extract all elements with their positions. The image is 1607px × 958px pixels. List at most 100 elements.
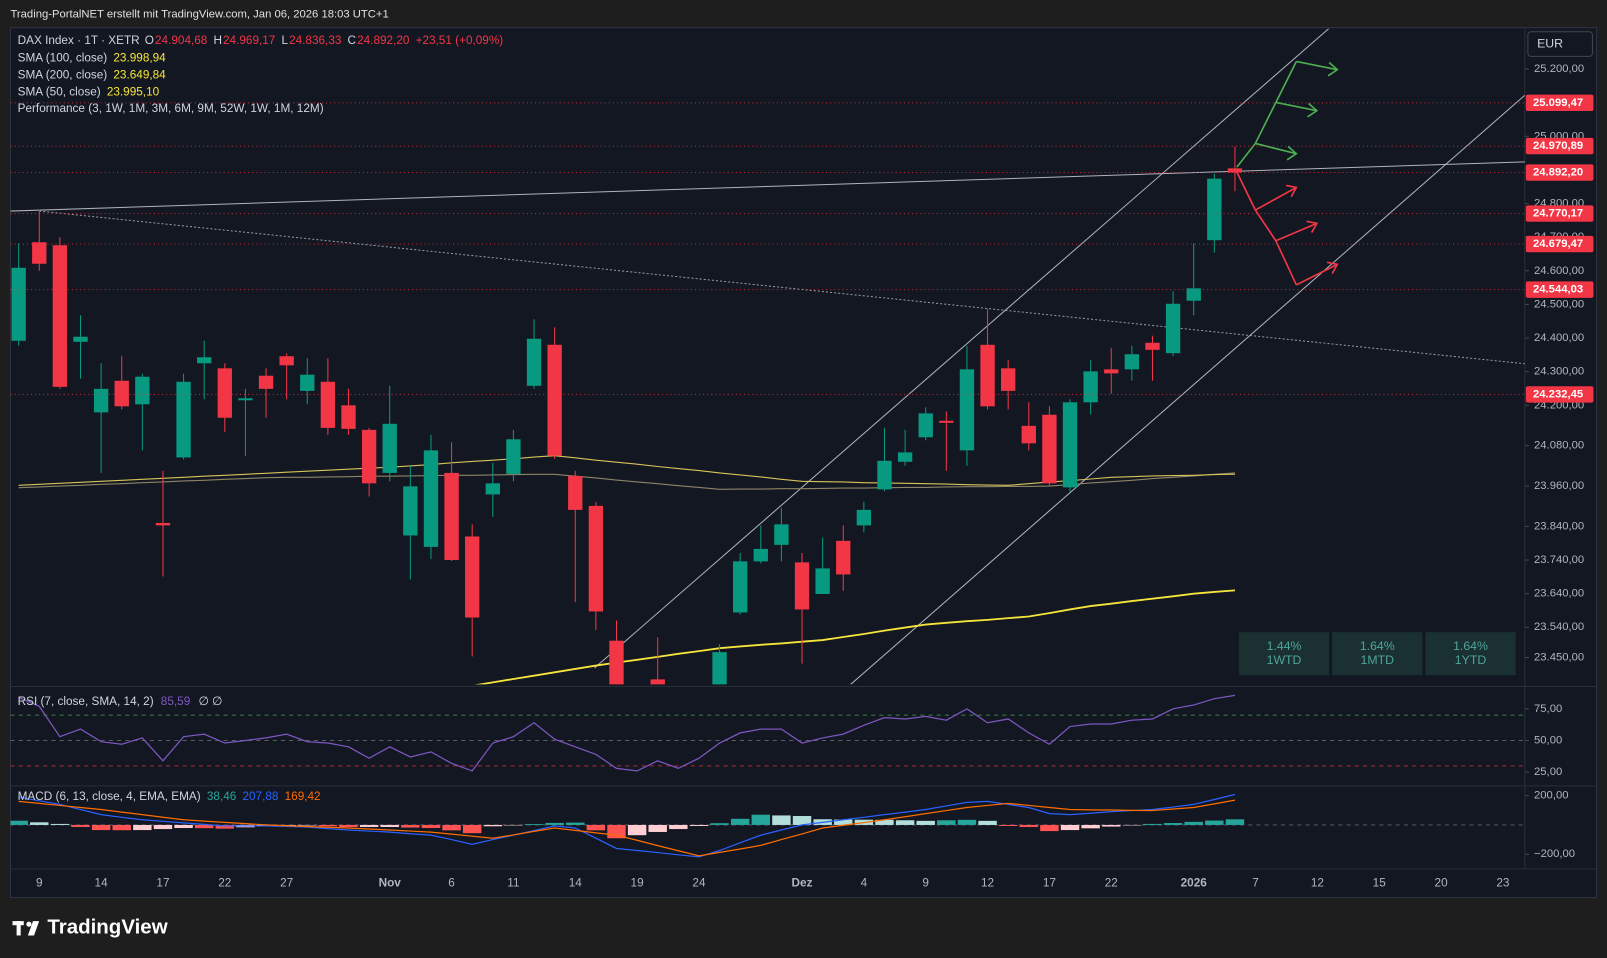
histogram-bar bbox=[875, 819, 894, 825]
sma-line bbox=[18, 472, 1235, 490]
arrow-head bbox=[1326, 261, 1339, 274]
candle-body bbox=[877, 460, 892, 490]
arrow-head bbox=[1306, 220, 1319, 233]
histogram-bar bbox=[50, 823, 70, 825]
level-badge bbox=[1525, 235, 1594, 253]
candle-body bbox=[444, 472, 459, 561]
candle-body bbox=[361, 429, 377, 484]
arrow bbox=[1296, 60, 1338, 71]
arrow bbox=[1275, 101, 1317, 112]
histogram-bar bbox=[133, 824, 152, 831]
x-tick-label: Dez bbox=[792, 876, 813, 889]
rsi-line bbox=[18, 694, 1236, 772]
x-tick-label: 19 bbox=[631, 876, 644, 889]
macd-value: 207,88 bbox=[242, 790, 278, 803]
overlay-value: 23.995,10 bbox=[107, 85, 160, 98]
histogram-bar bbox=[10, 820, 28, 825]
legend-key: H bbox=[213, 34, 222, 47]
histogram-value: 38,46 bbox=[207, 790, 237, 803]
candle-body bbox=[176, 381, 191, 458]
histogram-bar bbox=[1225, 819, 1245, 825]
x-tick-label: 9 bbox=[922, 876, 929, 889]
currency-button[interactable] bbox=[1527, 31, 1593, 57]
histogram-bar bbox=[1040, 824, 1059, 832]
histogram-bar bbox=[194, 824, 214, 829]
axes: 25.200,0025.000,0024.800,0024.700,0024.6… bbox=[18, 34, 1594, 889]
histogram-bar bbox=[689, 824, 709, 826]
histogram-bar bbox=[1163, 823, 1183, 825]
level-badge bbox=[1525, 386, 1594, 403]
logo-part bbox=[27, 921, 40, 936]
x-tick-label: 24 bbox=[692, 876, 706, 889]
candle-body bbox=[341, 405, 356, 429]
histogram-bar bbox=[91, 824, 111, 831]
y-tick-label: 24.300,00 bbox=[1534, 366, 1584, 378]
histogram-bar bbox=[1184, 821, 1203, 825]
level-label: 24.770,17 bbox=[1533, 208, 1583, 220]
candle-body bbox=[733, 561, 748, 613]
histogram-bar bbox=[318, 824, 338, 827]
rsi-extra: ∅ ∅ bbox=[198, 695, 222, 708]
candle-body bbox=[465, 536, 480, 618]
performance-cell bbox=[1238, 632, 1330, 676]
candle-body bbox=[135, 376, 150, 405]
level-label: 25.099,47 bbox=[1533, 97, 1583, 109]
histogram-bar bbox=[937, 820, 956, 825]
x-tick-label: 17 bbox=[1043, 876, 1056, 889]
currency-label[interactable]: EUR bbox=[1537, 36, 1563, 50]
histogram-bar bbox=[380, 824, 399, 827]
candle-body bbox=[155, 523, 171, 526]
candle-body bbox=[1001, 368, 1016, 391]
histogram-bar bbox=[1019, 824, 1039, 827]
histogram-bar bbox=[504, 824, 523, 826]
level-badge bbox=[1525, 164, 1594, 181]
level-label: 24.679,47 bbox=[1533, 238, 1583, 250]
performance-label: 1WTD bbox=[1267, 653, 1302, 667]
candle-body bbox=[836, 540, 851, 575]
arrow bbox=[1254, 186, 1297, 211]
legend-change: +23,51 (+0,09%) bbox=[416, 34, 504, 47]
x-tick-label: 9 bbox=[36, 876, 43, 889]
y-tick-label: 23.640,00 bbox=[1534, 588, 1584, 600]
histogram-bar bbox=[112, 824, 131, 831]
candle-body bbox=[300, 374, 315, 391]
legend-key: O bbox=[145, 34, 154, 47]
level-badge bbox=[1525, 94, 1594, 112]
histogram-bar bbox=[462, 824, 482, 834]
y-tick-label: 75,00 bbox=[1534, 703, 1562, 715]
histogram-bar bbox=[978, 820, 997, 825]
candle-body bbox=[939, 420, 954, 423]
candle-body bbox=[485, 483, 500, 495]
candle-body bbox=[547, 344, 562, 456]
histogram-bar bbox=[1205, 820, 1224, 825]
histogram-bar bbox=[957, 819, 977, 825]
footer-logo bbox=[12, 921, 40, 936]
trend-line bbox=[39, 210, 1525, 365]
candle-body bbox=[588, 505, 604, 612]
arrow bbox=[1236, 61, 1298, 168]
candle-body bbox=[526, 338, 542, 386]
legend-value: 24.904,68 bbox=[155, 34, 208, 47]
candle-body bbox=[1165, 303, 1181, 354]
candle-body bbox=[1207, 178, 1222, 241]
x-tick-label: Nov bbox=[379, 876, 402, 889]
histogram-bar bbox=[174, 824, 193, 829]
x-tick-label: 11 bbox=[507, 876, 519, 889]
candle-body bbox=[258, 375, 274, 389]
histogram-bar bbox=[916, 820, 935, 825]
histogram-bar bbox=[1060, 824, 1080, 831]
level-badge bbox=[1525, 281, 1594, 298]
arrow bbox=[1295, 263, 1338, 286]
sma-line bbox=[474, 589, 1236, 685]
y-tick-label: 24.400,00 bbox=[1534, 332, 1584, 344]
y-tick-label: 24.600,00 bbox=[1534, 265, 1584, 277]
histogram-bar bbox=[710, 823, 729, 825]
level-label: 24.544,03 bbox=[1533, 284, 1583, 296]
histogram-bar bbox=[1102, 824, 1121, 827]
histogram-bar bbox=[1122, 824, 1142, 826]
y-tick-label: 23.450,00 bbox=[1534, 652, 1584, 664]
bear-scenario-arrows bbox=[1236, 171, 1339, 286]
performance-label: 1MTD bbox=[1361, 653, 1395, 667]
indicator-label: Performance (3, 1W, 1M, 3M, 6M, 9M, 52W,… bbox=[18, 102, 324, 115]
